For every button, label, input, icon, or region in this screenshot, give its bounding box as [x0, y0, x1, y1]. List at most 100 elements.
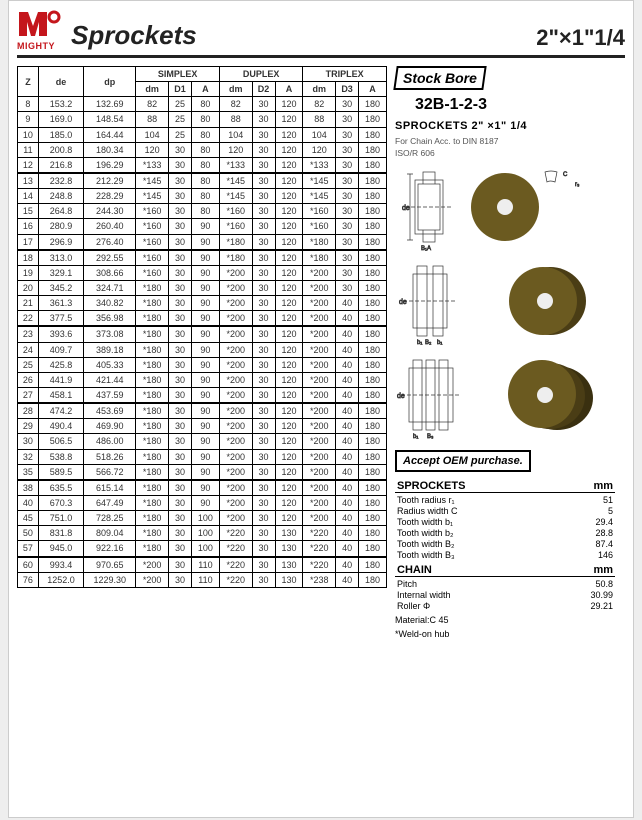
table-cell: 30 [169, 173, 192, 189]
table-cell: 120 [275, 342, 303, 357]
table-cell: 30 [336, 250, 359, 266]
table-cell: 180 [359, 403, 387, 419]
table-cell: 80 [192, 173, 220, 189]
table-row: 8153.2132.6982258082301208230180 [18, 97, 387, 112]
table-cell: *200 [303, 372, 336, 387]
table-cell: 30 [252, 219, 275, 234]
table-cell: 180 [359, 280, 387, 295]
table-cell: 30 [169, 541, 192, 557]
table-row: 16280.9260.40*1603090*16030120*16030180 [18, 219, 387, 234]
table-cell: *180 [136, 403, 169, 419]
table-cell: 80 [192, 189, 220, 204]
table-cell: *220 [219, 557, 252, 573]
header: MIGHTY Sprockets 2"×1"1/4 [17, 5, 625, 58]
table-cell: *200 [303, 480, 336, 496]
table-cell: *200 [303, 357, 336, 372]
table-cell: 30 [169, 296, 192, 311]
table-cell: 25 [169, 97, 192, 112]
table-cell: 180 [359, 250, 387, 266]
table-cell: 80 [192, 97, 220, 112]
table-cell: 180 [359, 326, 387, 342]
table-cell: *200 [303, 403, 336, 419]
table-cell: 1252.0 [38, 572, 83, 587]
table-cell: 30 [336, 280, 359, 295]
table-row: 15264.8244.30*1603080*16030120*16030180 [18, 204, 387, 219]
table-cell: *133 [303, 157, 336, 173]
table-cell: 40 [336, 511, 359, 526]
table-cell: 40 [336, 557, 359, 573]
table-cell: 120 [275, 403, 303, 419]
spec-label: Pitch [397, 579, 417, 589]
table-cell: 373.08 [84, 326, 136, 342]
svg-text:b₁: b₁ [413, 434, 418, 440]
table-cell: *200 [303, 434, 336, 449]
table-cell: *200 [219, 434, 252, 449]
table-cell: *180 [219, 234, 252, 250]
table-cell: 30 [252, 127, 275, 142]
table-row: 17296.9276.40*1603090*18030120*18030180 [18, 234, 387, 250]
table-cell: *180 [136, 434, 169, 449]
table-cell: 120 [275, 189, 303, 204]
spec-row: Tooth width B₂87.4 [395, 539, 615, 549]
table-cell: 566.72 [84, 464, 136, 480]
table-cell: 308.66 [84, 265, 136, 280]
table-cell: 30 [252, 280, 275, 295]
table-cell: 200.8 [38, 142, 83, 157]
brand-text: MIGHTY [17, 41, 67, 51]
mighty-logo-icon [17, 5, 61, 41]
table-cell: 120 [275, 219, 303, 234]
table-row: 29490.4469.90*1803090*20030120*20040180 [18, 419, 387, 434]
table-cell: *200 [303, 464, 336, 480]
spec-label: Radius width C [397, 506, 458, 516]
table-cell: 30 [169, 511, 192, 526]
table-cell: 30 [252, 97, 275, 112]
table-cell: 40 [18, 495, 39, 510]
svg-text:b₁: b₁ [417, 340, 422, 346]
table-cell: *160 [219, 204, 252, 219]
table-cell: 120 [275, 234, 303, 250]
table-cell: 474.2 [38, 403, 83, 419]
spec-value: 28.8 [595, 528, 613, 538]
table-cell: 90 [192, 495, 220, 510]
table-cell: 40 [336, 434, 359, 449]
table-cell: 25 [169, 127, 192, 142]
table-cell: 264.8 [38, 204, 83, 219]
table-row: 38635.5615.14*1803090*20030120*20040180 [18, 480, 387, 496]
table-cell: 120 [303, 142, 336, 157]
table-cell: 14 [18, 189, 39, 204]
table-cell: 486.00 [84, 434, 136, 449]
table-cell: 120 [275, 311, 303, 327]
left-column: ZdedpSIMPLEXDUPLEXTRIPLEXdmD1AdmD2AdmD3A… [17, 66, 387, 639]
table-cell: *160 [303, 204, 336, 219]
table-cell: *200 [219, 311, 252, 327]
table-cell: 180 [359, 127, 387, 142]
table-cell: 30 [336, 189, 359, 204]
sprocket-data-table: ZdedpSIMPLEXDUPLEXTRIPLEXdmD1AdmD2AdmD3A… [17, 66, 387, 588]
table-cell: 30 [252, 204, 275, 219]
spec-label: Tooth width b₁ [397, 517, 453, 527]
table-cell: 90 [192, 403, 220, 419]
table-cell: 180 [359, 112, 387, 127]
table-cell: *200 [219, 265, 252, 280]
spec-header-unit: mm [593, 480, 613, 492]
table-cell: 30 [169, 189, 192, 204]
table-cell: 30 [252, 342, 275, 357]
table-cell: *180 [136, 387, 169, 403]
svg-text:B₃: B₃ [427, 434, 434, 440]
table-row: 27458.1437.59*1803090*20030120*20040180 [18, 387, 387, 403]
spec-value: 29.4 [595, 517, 613, 527]
sprockets-spec-list: Tooth radius r₁51Radius width C5Tooth wi… [395, 495, 615, 560]
table-cell: 518.26 [84, 449, 136, 464]
table-cell: 180 [359, 296, 387, 311]
table-cell: *180 [136, 342, 169, 357]
table-cell: *200 [303, 495, 336, 510]
spec-row: Tooth radius r₁51 [395, 495, 615, 505]
table-cell: *133 [219, 157, 252, 173]
table-row: 9169.0148.5488258088301208830180 [18, 112, 387, 127]
table-cell: 120 [275, 387, 303, 403]
table-cell: *200 [219, 464, 252, 480]
table-cell: 120 [136, 142, 169, 157]
table-cell: 76 [18, 572, 39, 587]
spec-value: 30.99 [590, 590, 613, 600]
logo-block: MIGHTY [17, 5, 67, 51]
